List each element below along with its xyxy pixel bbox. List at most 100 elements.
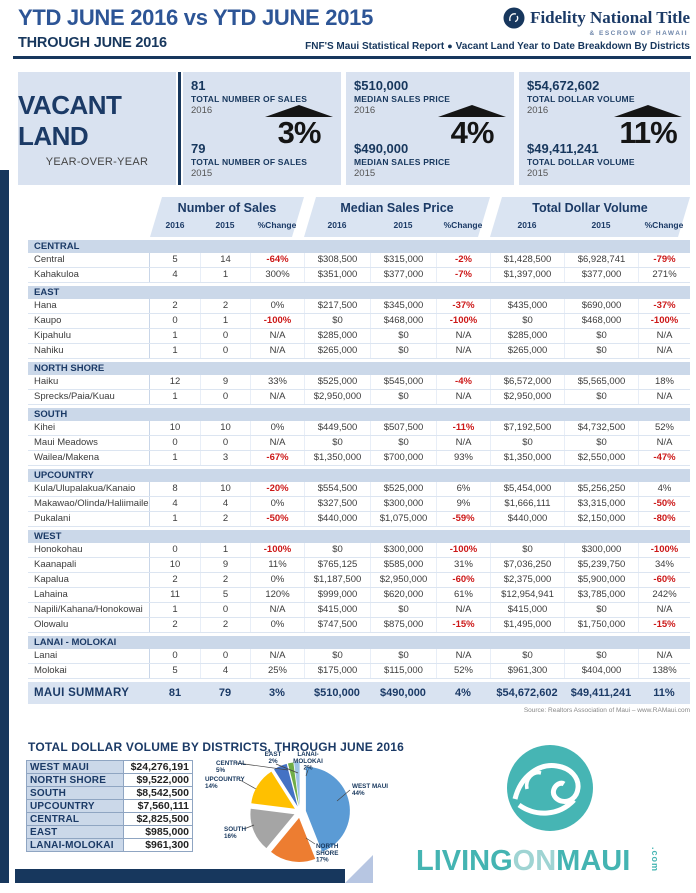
cell-median-change: 93% — [436, 451, 490, 465]
product-name: VACANT LAND — [18, 89, 122, 151]
section-header: LANAI - MOLOKAI — [28, 636, 690, 649]
cell-median-2016: $265,000 — [304, 344, 370, 358]
district-cell: Hana — [28, 299, 150, 313]
cell-sales-2016: 0 — [172, 544, 178, 555]
cell-median-2015: $0 — [370, 329, 436, 343]
district-cell: Central — [28, 253, 150, 267]
cell-volume-change: N/A — [638, 649, 690, 663]
cell-sales-2016: 10 — [169, 422, 181, 433]
fidelity-logo-icon — [503, 7, 525, 29]
header-divider — [13, 56, 691, 59]
cell-median-2015: $315,000 — [370, 253, 436, 267]
cell-median-2016: $2,950,000 — [304, 390, 370, 404]
volume-district-cell: LANAI-MOLOKAI — [26, 838, 124, 852]
cell-median-2015: $300,000 — [370, 497, 436, 511]
volume-table-row: CENTRAL $2,825,500 — [26, 812, 193, 826]
cell-sales-change: 0% — [250, 573, 304, 587]
cell-sales-2015: 10 — [200, 421, 250, 435]
table-row: Kapalua 2 2 0% $1,187,500 $2,950,000 -60% $2,37… — [28, 573, 690, 588]
cell-median-change: 52% — [436, 664, 490, 678]
cell-median-2016: $327,500 — [304, 497, 370, 511]
district-cell: Pukalani — [28, 512, 150, 526]
cell-volume-2016: $0 — [490, 314, 564, 328]
cell-volume-2015: $0 — [564, 329, 638, 343]
cell-volume-change: -80% — [638, 512, 690, 526]
cell-volume-change: 18% — [638, 375, 690, 389]
cell-median-2016: $510,000 — [314, 687, 360, 699]
cell-volume-change: -60% — [638, 573, 690, 587]
product-panel: VACANT LAND YEAR-OVER-YEAR — [18, 72, 176, 185]
section-header: WEST — [28, 530, 690, 543]
metric-2016-group: 81 TOTAL NUMBER OF SALES 2016 — [191, 78, 333, 116]
cell-median-2016: $525,000 — [304, 375, 370, 389]
panel-divider — [178, 72, 181, 185]
pie-label: SOUTH 16% — [224, 826, 246, 840]
cell-median-change: N/A — [436, 603, 490, 617]
cell-sales-2015: 2 — [200, 618, 250, 632]
cell-volume-2016: $440,000 — [490, 512, 564, 526]
cell-sales-2015: 3 — [200, 451, 250, 465]
cell-sales-2016: 1 — [172, 345, 178, 356]
district-cell: Kula/Ulupalakua/Kanaio — [28, 482, 150, 496]
cell-volume-2015: $0 — [564, 436, 638, 450]
fidelity-logo: Fidelity National Title & ESCROW OF HAWA… — [503, 7, 690, 37]
pie-slice-west-maui — [305, 766, 350, 852]
cell-median-2015: $585,000 — [370, 558, 436, 572]
cell-median-2016: $175,000 — [304, 664, 370, 678]
section-header: SOUTH — [28, 408, 690, 421]
cell-sales-change: -64% — [250, 253, 304, 267]
cell-sales-change: 3% — [269, 687, 285, 699]
cell-median-2016: $765,125 — [304, 558, 370, 572]
cell-median-2015: $115,000 — [370, 664, 436, 678]
cell-sales-2015: 2 — [200, 512, 250, 526]
subcolumn-label: %Change — [443, 220, 483, 230]
pie-leader-line — [236, 762, 289, 771]
cell-volume-2016: $1,350,000 — [490, 451, 564, 465]
cell-sales-2016: 11 — [170, 589, 180, 600]
up-arrow-icon — [614, 105, 682, 117]
table-row: Nahiku 1 0 N/A $265,000 $0 N/A $265,000 $0 N/A — [28, 344, 690, 359]
logo-com-suffix: .com — [650, 847, 660, 873]
table-row: Central 5 14 -64% $308,500 $315,000 -2% $1,428,… — [28, 253, 690, 268]
cell-volume-2016: $0 — [490, 436, 564, 450]
cell-median-2016: $285,000 — [304, 329, 370, 343]
cell-volume-change: 11% — [653, 687, 675, 699]
district-cell: Sprecks/Paia/Kuau — [28, 390, 150, 404]
pie-label: NORTH SHORE 17% — [316, 843, 339, 864]
cell-sales-2016: 4 — [172, 498, 178, 509]
subcolumn-label: 2015 — [393, 220, 413, 230]
cell-volume-2016: $285,000 — [490, 329, 564, 343]
cell-median-2015: $525,000 — [370, 482, 436, 496]
cell-sales-2016: 0 — [172, 437, 178, 448]
pie-slice-north-shore — [271, 817, 316, 862]
table-row: Makawao/Olinda/Haliimaile 4 4 0% $327,500 $30… — [28, 497, 690, 512]
cell-sales-2016: 1 — [172, 452, 178, 463]
cell-volume-2015: $4,732,500 — [564, 421, 638, 435]
cell-volume-2015: $0 — [564, 649, 638, 663]
district-cell: Kihei — [28, 421, 150, 435]
district-cell: Lanai — [28, 649, 150, 663]
cell-median-2015: $377,000 — [370, 268, 436, 282]
cell-median-2016: $217,500 — [304, 299, 370, 313]
cell-volume-2015: $5,565,000 — [564, 375, 638, 389]
cell-volume-2016: $54,672,602 — [496, 687, 558, 699]
cell-median-2016: $747,500 — [304, 618, 370, 632]
cell-median-change: N/A — [436, 344, 490, 358]
cell-sales-change: -20% — [250, 482, 304, 496]
group-header-bg — [150, 197, 304, 237]
pie-chart: WEST MAUI 44% NORTH SHORE 17% SOUTH 16% UPCOUNT… — [205, 751, 388, 864]
metric-change: 4% — [438, 105, 506, 148]
cell-median-change: N/A — [436, 390, 490, 404]
cell-sales-change: 0% — [250, 421, 304, 435]
cell-volume-change: 271% — [638, 268, 690, 282]
cell-sales-2016: 1 — [172, 604, 178, 615]
volume-table-row: WEST MAUI $24,276,191 — [26, 760, 193, 774]
cell-median-2015: $507,500 — [370, 421, 436, 435]
report-line-left: FNF'S Maui Statistical Report — [305, 41, 445, 52]
table-row: Lahaina 11 5 120% $999,000 $620,000 61% $12,954… — [28, 588, 690, 603]
cell-median-change: 4% — [455, 687, 471, 699]
cell-sales-change: -67% — [250, 451, 304, 465]
cell-volume-2015: $0 — [564, 344, 638, 358]
pie-label: UPCOUNTRY 14% — [205, 776, 245, 790]
volume-value-cell: $9,522,000 — [123, 773, 193, 787]
